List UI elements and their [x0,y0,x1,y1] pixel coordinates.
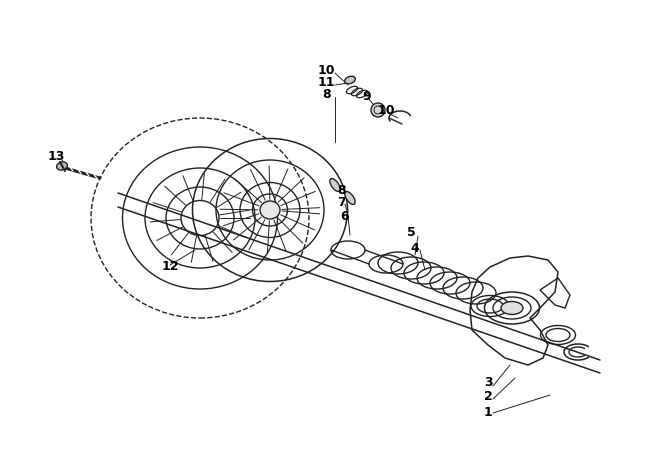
Ellipse shape [344,76,356,84]
Text: 10: 10 [318,64,335,77]
Text: 5: 5 [407,226,416,239]
Ellipse shape [501,302,523,314]
Text: 8: 8 [337,184,346,197]
Text: 13: 13 [48,151,66,164]
Ellipse shape [57,162,68,170]
Ellipse shape [345,192,355,204]
Text: 8: 8 [322,87,331,101]
Text: 9: 9 [362,89,370,102]
Ellipse shape [260,201,280,219]
Text: 1: 1 [484,405,493,419]
Text: 11: 11 [318,75,335,88]
Text: 6: 6 [340,210,348,222]
Text: 10: 10 [378,105,395,118]
Ellipse shape [330,179,340,192]
Ellipse shape [371,103,385,117]
Text: 12: 12 [162,259,179,272]
Text: 7: 7 [337,197,346,210]
Text: 4: 4 [410,241,419,254]
Text: 2: 2 [484,391,493,404]
Text: 3: 3 [484,377,493,390]
